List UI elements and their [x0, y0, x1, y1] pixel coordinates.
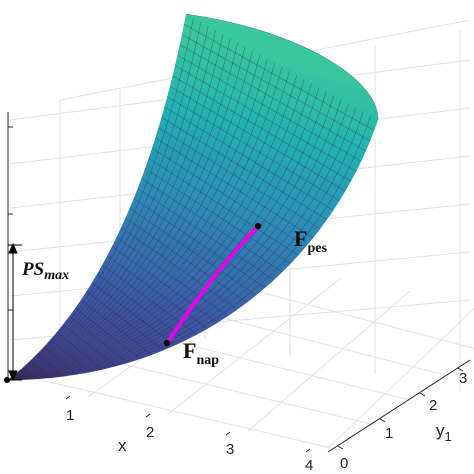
mesh-meridian: [7, 95, 334, 381]
mesh-parallel: [167, 96, 340, 202]
mesh-parallel: [181, 34, 371, 142]
paraboloid-surface: [8, 14, 379, 380]
mesh-parallel: [62, 324, 116, 367]
mesh-meridian: [7, 38, 231, 381]
x-axis: [65, 395, 311, 453]
y-axis-label: y1: [436, 421, 452, 444]
mesh-meridian: [7, 111, 364, 381]
mesh-parallel: [22, 367, 37, 380]
f-pes-label: Fpes: [294, 226, 327, 256]
surface-mesh: [7, 13, 379, 381]
mesh-meridian: [7, 115, 371, 381]
mesh-parallel: [172, 75, 352, 182]
mesh-parallel: [15, 373, 23, 381]
mesh-meridian: [7, 22, 202, 381]
point-f-nap: [163, 339, 171, 347]
surface-rim: [185, 13, 379, 121]
mesh-parallel: [169, 85, 346, 192]
x-tick-2: 2: [146, 424, 154, 441]
mesh-parallel: [179, 44, 366, 152]
x-tick-4: 4: [305, 457, 313, 474]
mesh-meridian: [7, 91, 327, 381]
mesh-parallel: [86, 291, 164, 351]
mesh-meridian: [7, 46, 246, 381]
mesh-parallel: [120, 227, 238, 310]
mesh-parallel: [141, 178, 283, 273]
mesh-meridian: [7, 34, 224, 381]
mesh-parallel: [148, 158, 299, 256]
mesh-parallel: [91, 282, 176, 346]
x-tick-1: 1: [66, 407, 74, 424]
mesh-parallel: [43, 346, 78, 375]
point-f-pes: [254, 222, 262, 230]
mesh-parallel: [111, 246, 218, 323]
mesh-parallel: [129, 208, 257, 296]
mesh-parallel: [155, 137, 314, 239]
mesh-meridian: [7, 107, 357, 381]
mesh-meridian: [7, 103, 349, 381]
mesh-parallel: [69, 316, 129, 364]
mesh-parallel: [80, 299, 153, 356]
mesh-meridian: [7, 70, 290, 381]
mesh-parallel: [137, 188, 275, 281]
mesh-parallel: [133, 198, 266, 288]
surface-patch: [8, 14, 379, 380]
y-tick-2: 2: [429, 397, 437, 414]
mesh-meridian: [7, 75, 298, 381]
mesh-parallel: [29, 360, 51, 379]
mesh-meridian: [7, 62, 275, 381]
mesh-meridian: [7, 42, 238, 381]
mesh-parallel: [36, 353, 64, 377]
mesh-parallel: [75, 307, 141, 360]
mesh-meridian: [7, 99, 342, 381]
mesh-parallel: [97, 273, 187, 341]
path-curve: [165, 224, 260, 345]
mesh-parallel: [107, 255, 208, 330]
mesh-parallel: [158, 127, 321, 230]
mesh-meridian: [7, 54, 261, 381]
mesh-meridian: [7, 18, 194, 381]
ps-max-dimension-arrow: [8, 242, 22, 382]
y-tick-3: 3: [459, 370, 467, 387]
y-axis: [327, 359, 471, 453]
mesh-parallel: [125, 217, 248, 303]
ps-max-label: PSmax: [21, 259, 69, 283]
mesh-parallel: [161, 117, 328, 220]
mesh-meridian: [7, 50, 253, 381]
mesh-meridian: [7, 87, 320, 381]
f-nap-label: Fnap: [183, 338, 219, 368]
y-tick-0: 0: [340, 455, 348, 472]
z-axis: [7, 112, 13, 381]
mesh-parallel: [177, 54, 362, 162]
mesh-parallel: [50, 339, 91, 373]
mesh-parallel: [151, 147, 307, 247]
mesh-meridian: [7, 66, 283, 381]
origin-point: [4, 377, 10, 383]
mesh-parallel: [56, 331, 104, 370]
y-tick-1: 1: [385, 425, 393, 442]
mesh-parallel: [183, 23, 375, 131]
mesh-meridian: [7, 79, 305, 381]
x-axis-label: x: [118, 436, 127, 455]
mesh-parallel: [144, 168, 291, 265]
mesh-parallel: [174, 65, 357, 172]
mesh-parallel: [116, 236, 228, 317]
mesh-meridian: [7, 83, 312, 381]
mesh-parallel: [164, 106, 334, 211]
mesh-meridian: [7, 58, 268, 381]
mesh-meridian: [7, 26, 209, 381]
x-tick-3: 3: [226, 441, 234, 458]
mesh-meridian: [7, 30, 216, 381]
